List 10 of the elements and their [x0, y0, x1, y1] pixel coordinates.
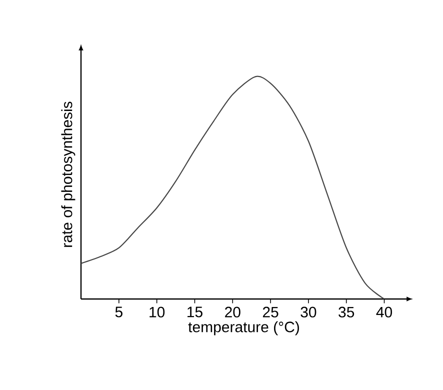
- x-tick-label: 10: [150, 306, 165, 318]
- x-tick-label: 5: [115, 306, 122, 318]
- x-tick-label: 15: [188, 306, 202, 318]
- x-tick-label: 35: [338, 306, 354, 318]
- x-tick-label: 20: [225, 306, 240, 318]
- y-axis-title: rate of photosynthesis: [61, 102, 76, 247]
- x-axis-title: temperature (°C): [188, 321, 299, 336]
- x-tick-label: 40: [376, 306, 392, 318]
- x-tick-label: 25: [262, 306, 278, 318]
- x-tick-label: 30: [300, 306, 316, 318]
